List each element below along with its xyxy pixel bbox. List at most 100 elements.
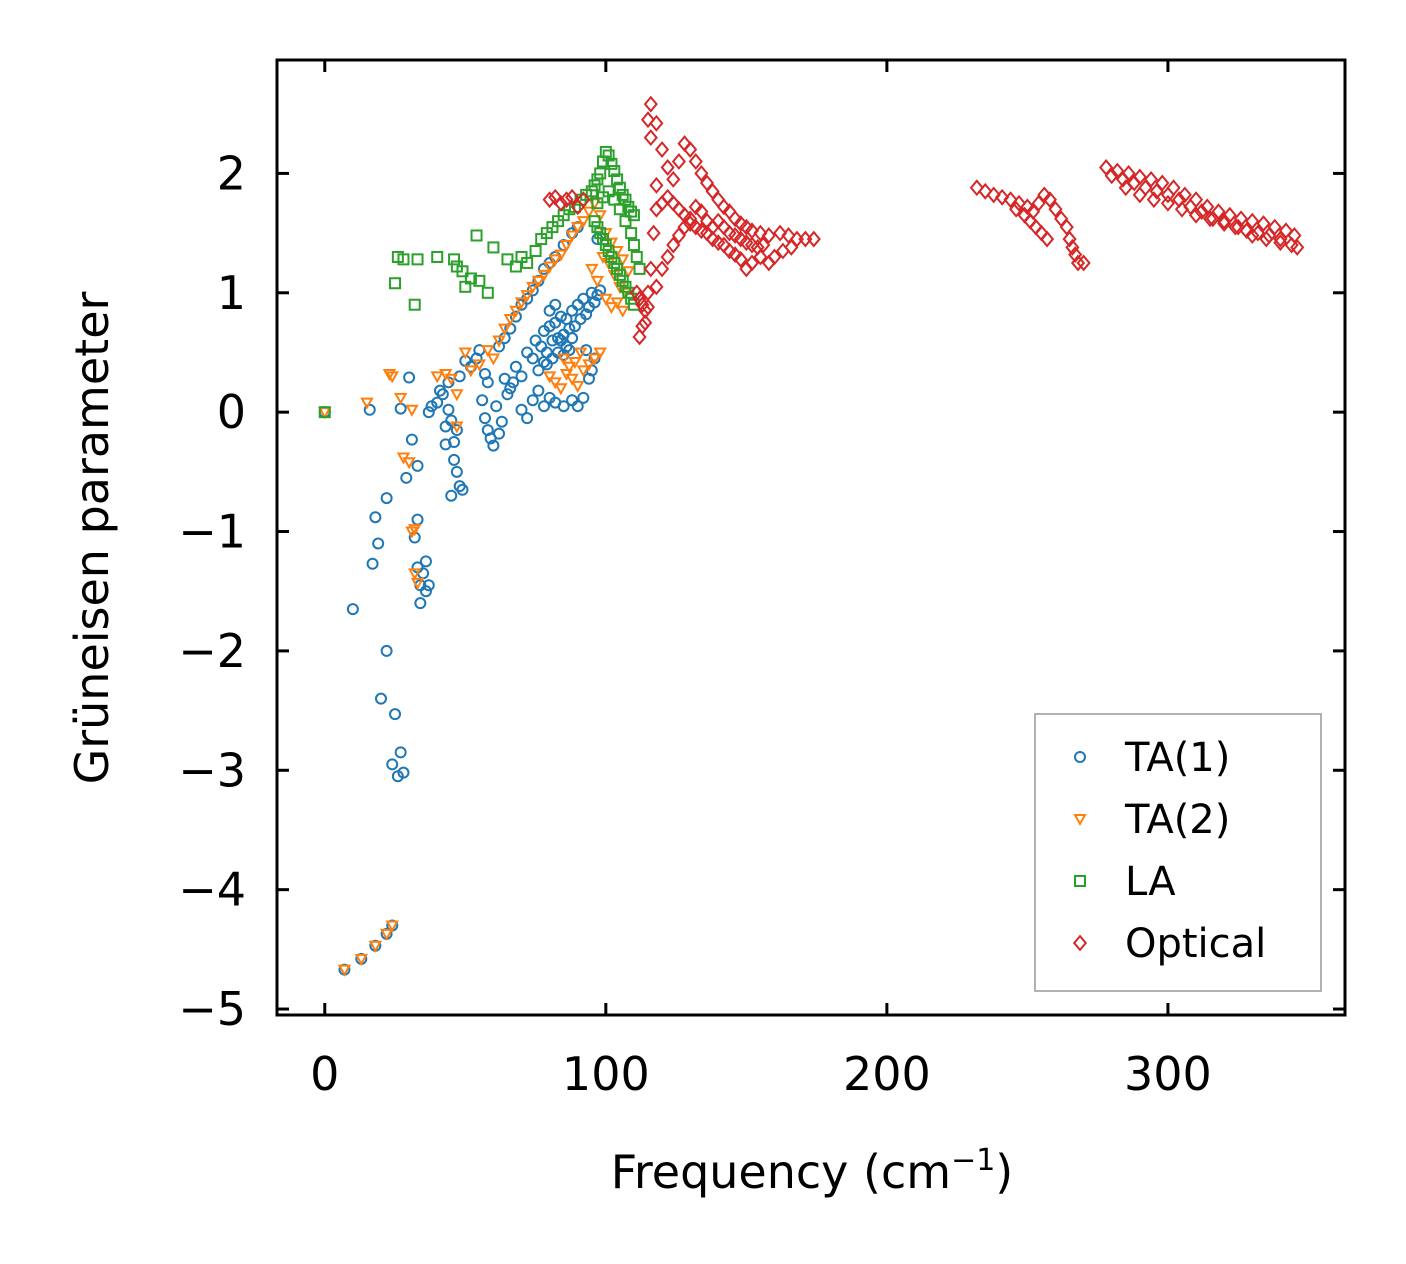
point-0-73 (419, 585, 432, 598)
point-2-11 (464, 272, 477, 285)
point-3-42 (660, 248, 675, 266)
point-0-30 (481, 376, 494, 389)
point-3-152 (1132, 186, 1147, 204)
point-1-33 (554, 249, 568, 262)
point-0-42 (521, 412, 534, 425)
point-3-9 (643, 95, 658, 113)
point-2-2 (397, 253, 410, 266)
point-1-53 (587, 353, 602, 366)
point-1-20 (481, 345, 495, 358)
point-0-43 (526, 394, 539, 407)
point-3-1 (635, 317, 650, 335)
point-3-90 (969, 179, 984, 197)
point-3-57 (744, 254, 760, 272)
x-axis-title-end: ) (995, 1145, 1013, 1199)
point-3-24 (728, 210, 743, 228)
point-1-52 (582, 359, 596, 372)
point-3-86 (559, 191, 574, 209)
point-3-69 (683, 210, 698, 228)
point-1-32 (548, 254, 562, 267)
legend-marker-2 (1074, 875, 1086, 887)
point-3-80 (744, 236, 760, 254)
point-0-49 (566, 394, 579, 407)
point-3-161 (1259, 230, 1274, 248)
point-0-76 (419, 555, 432, 568)
x-tick-label: 300 (1124, 1047, 1212, 1101)
point-1-49 (565, 373, 579, 386)
point-1-35 (565, 230, 579, 243)
point-3-30 (773, 224, 788, 242)
point-3-142 (1205, 210, 1220, 228)
point-1-69 (610, 297, 624, 310)
point-0-61 (380, 644, 393, 657)
point-0-110 (568, 320, 581, 333)
point-1-36 (571, 222, 585, 235)
point-0-39 (501, 388, 514, 401)
point-3-39 (640, 298, 656, 316)
point-3-91 (978, 182, 993, 200)
point-0-109 (566, 304, 579, 317)
x-tick-label: 200 (843, 1047, 931, 1101)
point-0-75 (414, 597, 427, 610)
point-1-51 (576, 365, 591, 378)
point-3-43 (666, 236, 681, 254)
point-1-4 (393, 392, 408, 405)
point-1-57 (568, 357, 582, 370)
y-tick-label: 0 (217, 385, 246, 439)
point-3-16 (683, 141, 698, 158)
point-3-137 (1149, 182, 1164, 200)
point-0-45 (538, 400, 550, 413)
y-tick-label: −1 (178, 505, 246, 559)
point-3-94 (1003, 191, 1018, 209)
point-3-85 (553, 194, 568, 212)
point-1-37 (576, 216, 591, 229)
point-0-18 (450, 424, 463, 437)
point-1-29 (531, 275, 546, 288)
point-3-6 (649, 176, 664, 194)
point-3-62 (784, 238, 799, 256)
point-1-18 (464, 365, 478, 378)
x-axis: 0 100 200 300 (310, 60, 1212, 1101)
point-2-35 (599, 145, 612, 158)
series-ta-2 (318, 198, 636, 977)
y-tick-label: −5 (178, 982, 246, 1036)
point-0-134 (515, 370, 528, 383)
point-3-154 (1160, 194, 1176, 212)
point-1-7 (402, 457, 416, 470)
point-0-1 (363, 403, 376, 416)
point-1-74 (354, 953, 369, 966)
point-3-100 (1042, 191, 1057, 209)
series-ta-1 (318, 221, 607, 976)
point-1-31 (542, 261, 557, 274)
point-3-159 (1231, 218, 1246, 236)
legend-marker-0 (1074, 751, 1086, 763)
point-3-13 (666, 170, 681, 188)
point-1-1 (360, 397, 374, 410)
point-1-34 (559, 240, 574, 253)
point-0-19 (448, 436, 461, 448)
point-2-40 (613, 181, 626, 194)
point-0-137 (498, 372, 511, 385)
point-1-60 (590, 275, 605, 288)
point-0-21 (425, 400, 438, 413)
point-2-70 (633, 262, 646, 275)
point-1-67 (599, 293, 613, 306)
point-2-67 (625, 227, 638, 240)
point-2-36 (602, 149, 615, 162)
point-3-150 (1290, 238, 1305, 256)
legend-label: TA(1) (1124, 735, 1230, 781)
point-3-122 (1177, 186, 1192, 204)
legend-marker-1 (1073, 814, 1087, 827)
point-0-63 (389, 708, 402, 721)
point-0-62 (374, 692, 387, 705)
point-3-87 (565, 188, 580, 206)
point-1-58 (573, 347, 588, 360)
point-0-113 (577, 292, 590, 305)
point-1-47 (554, 383, 568, 396)
point-0-102 (546, 334, 559, 347)
point-1-59 (585, 263, 599, 276)
point-0-130 (532, 364, 545, 377)
point-1-9 (408, 524, 422, 537)
point-0-14 (450, 465, 463, 478)
point-2-0 (318, 406, 331, 419)
